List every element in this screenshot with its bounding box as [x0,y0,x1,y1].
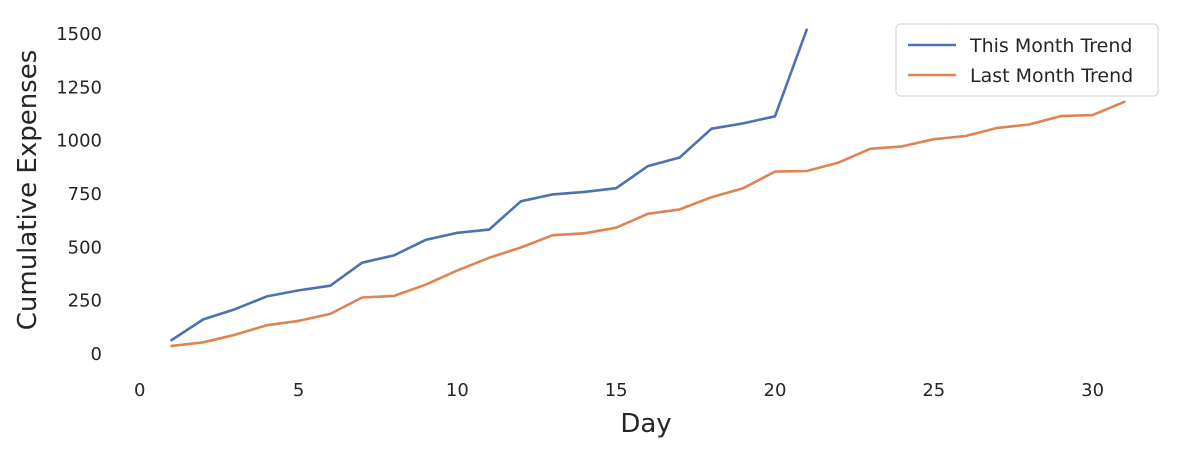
legend-box [895,23,1159,97]
x-tick-label: 0 [134,380,145,401]
x-axis-ticks: 0 5 10 15 20 25 30 [134,380,1104,401]
y-axis-ticks: 0 250 500 750 1000 1250 1500 [56,24,102,365]
x-tick-label: 25 [922,380,945,401]
legend-label-last-month: Last Month Trend [970,65,1133,87]
x-tick-label: 30 [1081,380,1104,401]
series-line-last-month [170,100,1126,348]
y-tick-label: 1000 [56,131,102,152]
y-tick-label: 1500 [56,24,102,45]
legend: This Month Trend Last Month Trend [895,23,1159,97]
series-lines [170,28,1126,348]
x-tick-label: 20 [764,380,787,401]
y-tick-label: 0 [91,344,102,365]
y-axis-label: Cumulative Expenses [13,50,43,331]
y-tick-label: 500 [68,237,102,258]
x-tick-label: 5 [293,380,304,401]
x-axis-label: Day [620,409,671,439]
y-tick-label: 750 [68,184,102,205]
legend-label-this-month: This Month Trend [969,35,1132,57]
x-tick-label: 15 [605,380,628,401]
series-line-this-month [170,28,809,342]
y-tick-label: 1250 [56,77,102,98]
x-tick-label: 10 [446,380,469,401]
y-tick-label: 250 [68,291,102,312]
